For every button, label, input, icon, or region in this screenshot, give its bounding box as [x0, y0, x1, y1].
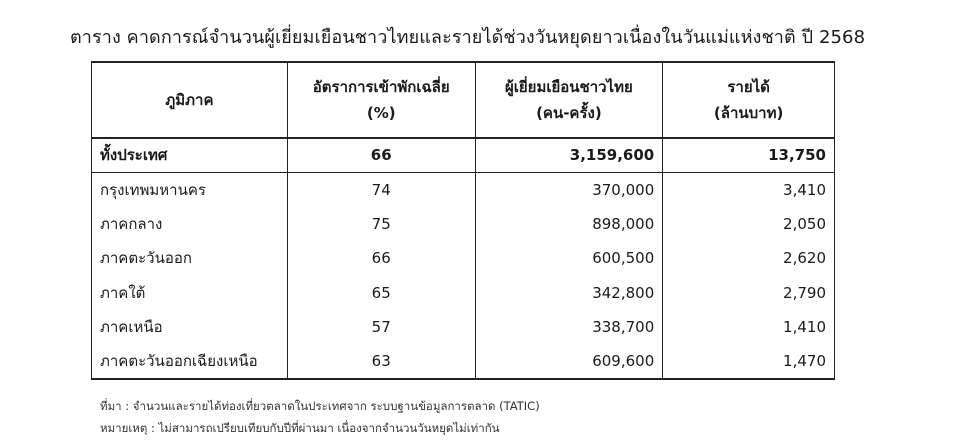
header-region: ภูมิภาค [91, 61, 288, 139]
cell-region: ภาคตะวันออก [91, 241, 288, 276]
cell-income: 2,050 [662, 206, 835, 241]
header-income-unit: (ล้านบาท) [713, 104, 784, 122]
cell-rate: 75 [286, 206, 476, 241]
cell-region: ภาคตะวันออกเฉียงเหนือ [91, 344, 288, 380]
header-occupancy-rate: อัตราการเข้าพักเฉลี่ย (%) [286, 61, 476, 139]
cell-income: 2,620 [662, 241, 835, 276]
table-row: ภาคตะวันออก 66 600,500 2,620 [91, 241, 835, 276]
cell-visitors: 338,700 [474, 310, 664, 345]
remark-note: หมายเหตุ : ไม่สามารถเปรียบเทียบกับปีที่ผ… [100, 421, 500, 435]
cell-rate: 66 [286, 241, 476, 276]
header-occupancy-rate-label: อัตราการเข้าพักเฉลี่ย [312, 78, 450, 96]
table-title: ตาราง คาดการณ์จำนวนผู้เยี่ยมเยือนชาวไทยแ… [70, 27, 866, 48]
cell-region: ภาคเหนือ [91, 310, 288, 345]
data-table: ภูมิภาค อัตราการเข้าพักเฉลี่ย (%) ผู้เยี… [91, 61, 835, 380]
cell-visitors: 609,600 [474, 344, 664, 380]
cell-region: กรุงเทพมหานคร [91, 172, 288, 207]
table-notes: ที่มา : จำนวนและรายได้ท่องเที่ยวตลาดในปร… [100, 395, 540, 439]
cell-visitors: 600,500 [474, 241, 664, 276]
header-visitors-unit: (คน-ครั้ง) [536, 104, 602, 122]
header-occupancy-rate-unit: (%) [366, 104, 396, 122]
table-row: ภาคกลาง 75 898,000 2,050 [91, 206, 835, 241]
cell-visitors: 370,000 [474, 172, 664, 207]
table-row: ภาคใต้ 65 342,800 2,790 [91, 275, 835, 310]
cell-income: 1,470 [662, 344, 835, 380]
cell-region: ภาคกลาง [91, 206, 288, 241]
header-region-label: ภูมิภาค [165, 91, 214, 109]
table-row: ภาคเหนือ 57 338,700 1,410 [91, 310, 835, 345]
table-header-row: ภูมิภาค อัตราการเข้าพักเฉลี่ย (%) ผู้เยี… [91, 61, 835, 139]
cell-visitors: 342,800 [474, 275, 664, 310]
cell-income: 2,790 [662, 275, 835, 310]
table-row: ภาคตะวันออกเฉียงเหนือ 63 609,600 1,470 [91, 344, 835, 380]
table-row: กรุงเทพมหานคร 74 370,000 3,410 [91, 172, 835, 207]
cell-visitors: 898,000 [474, 206, 664, 241]
cell-income: 1,410 [662, 310, 835, 345]
cell-rate: 65 [286, 275, 476, 310]
cell-region: ทั้งประเทศ [91, 138, 288, 173]
header-visitors-label: ผู้เยี่ยมเยือนชาวไทย [504, 78, 633, 96]
cell-rate: 66 [286, 138, 476, 173]
cell-income: 13,750 [662, 138, 835, 173]
source-note: ที่มา : จำนวนและรายได้ท่องเที่ยวตลาดในปร… [100, 399, 540, 413]
cell-rate: 74 [286, 172, 476, 207]
table-row-total: ทั้งประเทศ 66 3,159,600 13,750 [91, 138, 835, 173]
header-visitors: ผู้เยี่ยมเยือนชาวไทย (คน-ครั้ง) [474, 61, 664, 139]
cell-region: ภาคใต้ [91, 275, 288, 310]
header-income-label: รายได้ [727, 78, 770, 96]
cell-visitors: 3,159,600 [474, 138, 664, 173]
cell-rate: 63 [286, 344, 476, 380]
header-income: รายได้ (ล้านบาท) [662, 61, 835, 139]
cell-rate: 57 [286, 310, 476, 345]
cell-income: 3,410 [662, 172, 835, 207]
